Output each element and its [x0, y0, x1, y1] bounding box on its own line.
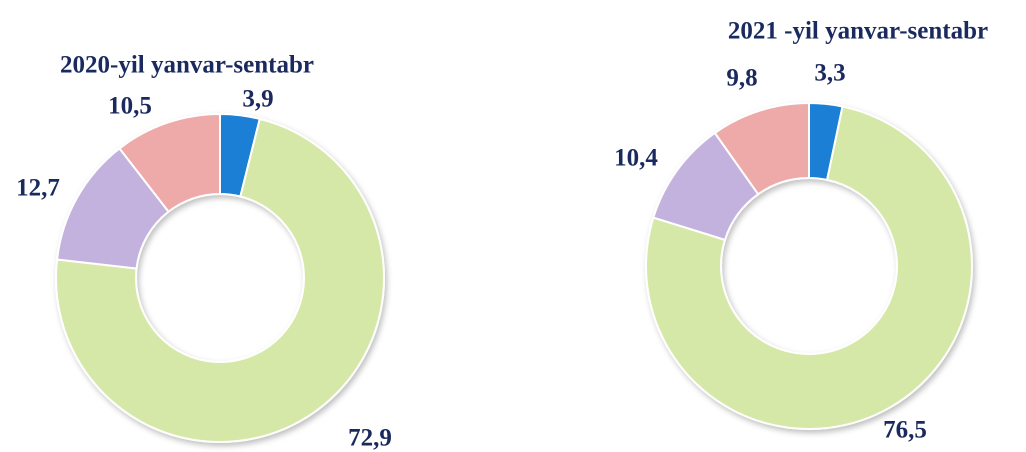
- donut: [645, 101, 973, 430]
- donut-slice: [713, 101, 810, 196]
- data-label: 9,8: [726, 65, 757, 92]
- donut-slice: [55, 117, 385, 443]
- donut: [55, 112, 385, 443]
- donut-slice: [118, 112, 221, 214]
- data-label: 10,5: [108, 93, 152, 120]
- data-label: 3,9: [242, 86, 273, 113]
- data-label: 12,7: [16, 175, 60, 202]
- data-label: 76,5: [883, 417, 927, 444]
- chart-title: 2021 -yil yanvar-sentabr: [728, 18, 988, 45]
- data-label: 72,9: [348, 425, 392, 452]
- data-label: 10,4: [614, 145, 658, 172]
- donut-slice: [645, 105, 973, 430]
- chart-title: 2020-yil yanvar-sentabr: [60, 52, 314, 79]
- data-label: 3,3: [814, 60, 845, 87]
